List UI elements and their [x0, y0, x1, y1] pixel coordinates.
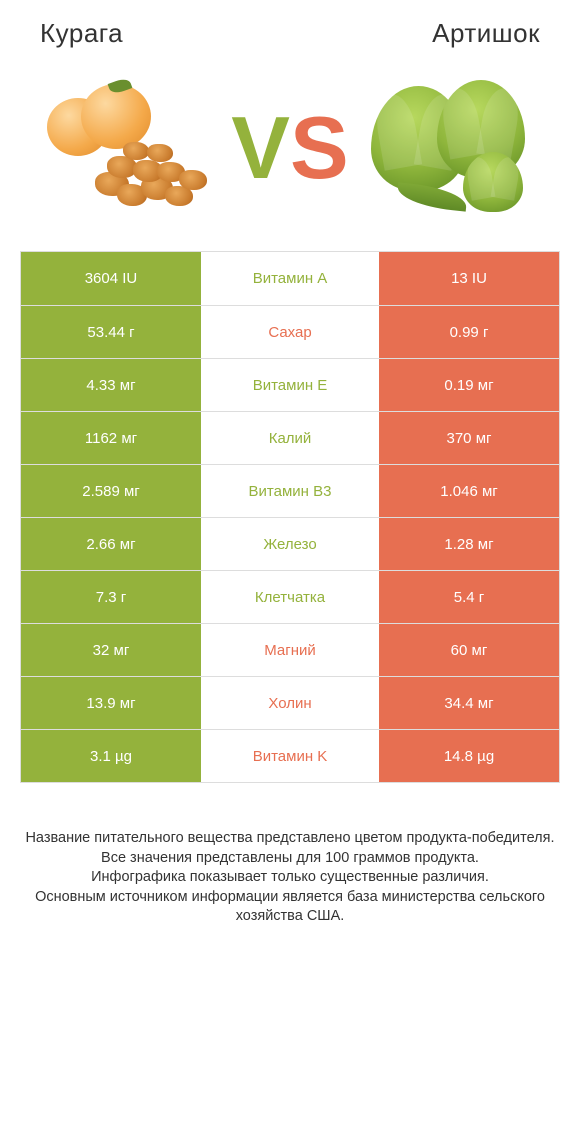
footer-line: Инфографика показывает только существенн…: [24, 868, 556, 888]
left-value-cell: 3604 IU: [21, 252, 201, 305]
hero-row: V S: [0, 53, 580, 243]
right-product-title: Артишок: [432, 18, 540, 49]
right-value-cell: 1.046 мг: [379, 465, 559, 517]
right-value-cell: 5.4 г: [379, 571, 559, 623]
nutrient-label-cell: Витамин E: [201, 359, 379, 411]
table-row: 4.33 мгВитамин E0.19 мг: [21, 358, 559, 411]
right-value-cell: 1.28 мг: [379, 518, 559, 570]
artichoke-illustration: [367, 78, 537, 218]
right-value-cell: 13 IU: [379, 252, 559, 305]
table-row: 2.589 мгВитамин B31.046 мг: [21, 464, 559, 517]
left-value-cell: 32 мг: [21, 624, 201, 676]
left-value-cell: 7.3 г: [21, 571, 201, 623]
header: Курага Артишок: [0, 0, 580, 53]
vs-v-letter: V: [231, 104, 290, 192]
left-value-cell: 4.33 мг: [21, 359, 201, 411]
footer-line: Все значения представлены для 100 граммо…: [24, 849, 556, 869]
table-row: 13.9 мгХолин34.4 мг: [21, 676, 559, 729]
right-value-cell: 60 мг: [379, 624, 559, 676]
left-value-cell: 2.66 мг: [21, 518, 201, 570]
nutrient-label-cell: Калий: [201, 412, 379, 464]
dried-apricots-illustration: [43, 78, 213, 218]
comparison-table: 3604 IUВитамин A13 IU53.44 гСахар0.99 г4…: [20, 251, 560, 783]
left-value-cell: 3.1 µg: [21, 730, 201, 782]
left-value-cell: 13.9 мг: [21, 677, 201, 729]
nutrient-label-cell: Витамин A: [201, 252, 379, 305]
table-row: 7.3 гКлетчатка5.4 г: [21, 570, 559, 623]
footer-notes: Название питательного вещества представл…: [0, 783, 580, 927]
right-value-cell: 0.19 мг: [379, 359, 559, 411]
nutrient-label-cell: Железо: [201, 518, 379, 570]
table-row: 1162 мгКалий370 мг: [21, 411, 559, 464]
left-value-cell: 53.44 г: [21, 306, 201, 358]
right-value-cell: 14.8 µg: [379, 730, 559, 782]
table-row: 53.44 гСахар0.99 г: [21, 305, 559, 358]
right-value-cell: 370 мг: [379, 412, 559, 464]
nutrient-label-cell: Витамин K: [201, 730, 379, 782]
left-product-title: Курага: [40, 18, 123, 49]
table-row: 3604 IUВитамин A13 IU: [21, 252, 559, 305]
nutrient-label-cell: Сахар: [201, 306, 379, 358]
left-value-cell: 1162 мг: [21, 412, 201, 464]
nutrient-label-cell: Клетчатка: [201, 571, 379, 623]
footer-line: Основным источником информации является …: [24, 888, 556, 927]
vs-label: V S: [231, 104, 348, 192]
nutrient-label-cell: Витамин B3: [201, 465, 379, 517]
table-row: 32 мгМагний60 мг: [21, 623, 559, 676]
table-row: 3.1 µgВитамин K14.8 µg: [21, 729, 559, 782]
left-value-cell: 2.589 мг: [21, 465, 201, 517]
right-product-image: [367, 78, 537, 218]
nutrient-label-cell: Магний: [201, 624, 379, 676]
footer-line: Название питательного вещества представл…: [24, 829, 556, 849]
right-value-cell: 0.99 г: [379, 306, 559, 358]
table-row: 2.66 мгЖелезо1.28 мг: [21, 517, 559, 570]
vs-s-letter: S: [290, 104, 349, 192]
right-value-cell: 34.4 мг: [379, 677, 559, 729]
infographic-root: Курага Артишок: [0, 0, 580, 1144]
left-product-image: [43, 78, 213, 218]
nutrient-label-cell: Холин: [201, 677, 379, 729]
